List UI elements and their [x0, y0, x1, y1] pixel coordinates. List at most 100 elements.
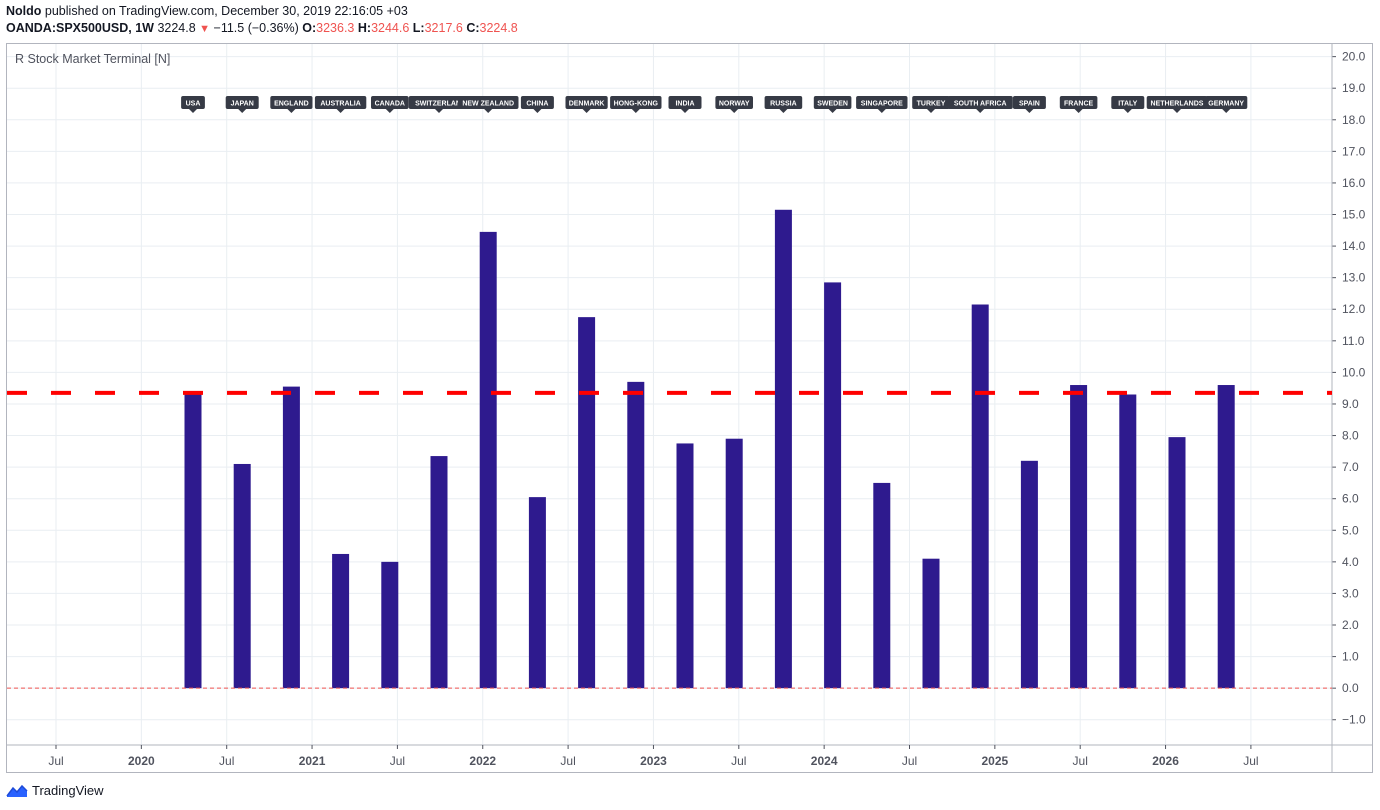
country-label-tag	[668, 96, 702, 109]
label-pointer	[336, 109, 345, 113]
country-label: JAPAN	[231, 101, 254, 108]
y-tick-label: 16.0	[1342, 176, 1366, 190]
bar-turkey[interactable]	[922, 558, 940, 689]
y-tick-label: 2.0	[1342, 618, 1359, 632]
label-pointer	[435, 109, 443, 113]
country-label-tag	[520, 96, 554, 109]
x-tick-label: 2026	[1152, 754, 1179, 768]
last-price: 3224.8	[157, 21, 196, 35]
x-tick-label: Jul	[48, 754, 63, 768]
country-label: AUSTRALIA	[320, 101, 360, 108]
price-change: −11.5 (−0.36%)	[213, 21, 299, 35]
country-label-tag	[565, 96, 608, 109]
x-tick-label: 2020	[128, 754, 155, 768]
x-tick-label: Jul	[731, 754, 746, 768]
y-tick-label: 3.0	[1342, 586, 1359, 600]
label-pointer	[1173, 109, 1181, 113]
label-pointer	[927, 109, 935, 113]
label-pointer	[533, 109, 542, 113]
low-value: 3217.6	[424, 21, 463, 35]
country-label-tag	[1059, 96, 1098, 109]
symbol-label: OANDA:SPX500USD, 1W	[6, 21, 154, 35]
tradingview-footer[interactable]: TradingView	[6, 783, 104, 798]
bar-france[interactable]	[1070, 385, 1088, 689]
country-label: SWEDEN	[817, 101, 848, 108]
bar-india[interactable]	[676, 443, 694, 689]
bar-south-africa[interactable]	[971, 304, 989, 689]
bar-singapore[interactable]	[873, 482, 891, 689]
x-tick-label: Jul	[390, 754, 405, 768]
down-arrow-icon: ▼	[199, 23, 211, 35]
bar-spain[interactable]	[1020, 460, 1038, 689]
label-pointer	[681, 109, 689, 113]
country-label: SWITZERLANI	[415, 101, 463, 108]
bar-usa[interactable]	[184, 391, 202, 689]
bar-hong-kong[interactable]	[627, 381, 645, 689]
x-tick-label: 2024	[811, 754, 838, 768]
close-label: C:	[466, 21, 480, 35]
country-label: SINGAPORE	[861, 101, 903, 108]
country-label-tag	[225, 96, 259, 109]
footer-brand: TradingView	[32, 783, 104, 798]
country-label: CHINA	[526, 101, 548, 108]
country-label-tag	[1205, 96, 1248, 109]
label-pointer	[1025, 109, 1034, 113]
low-label: L:	[412, 21, 425, 35]
y-tick-label: 8.0	[1342, 429, 1359, 443]
country-label-tag	[181, 96, 205, 109]
country-label-tag	[764, 96, 803, 109]
bar-china[interactable]	[528, 497, 546, 689]
x-tick-label: Jul	[219, 754, 234, 768]
y-tick-label: 7.0	[1342, 460, 1359, 474]
bar-sweden[interactable]	[824, 282, 842, 689]
country-label: TURKEY	[917, 101, 946, 108]
country-label-tag	[813, 96, 852, 109]
high-value: 3244.6	[371, 21, 410, 35]
close-value: 3224.8	[479, 21, 518, 35]
country-label: NETHERLANDS	[1151, 101, 1204, 108]
country-label: CANADA	[375, 101, 405, 108]
y-tick-label: 6.0	[1342, 492, 1359, 506]
country-label: NEW ZEALAND	[462, 101, 514, 108]
y-tick-label: 0.0	[1342, 681, 1359, 695]
bar-germany[interactable]	[1217, 385, 1235, 689]
y-tick-label: 20.0	[1342, 50, 1366, 64]
bar-italy[interactable]	[1119, 394, 1137, 689]
label-pointer	[238, 109, 247, 113]
bar-new-zealand[interactable]	[479, 231, 497, 689]
country-label: GERMANY	[1208, 101, 1244, 108]
country-label: INDIA	[675, 101, 694, 108]
label-pointer	[730, 109, 739, 113]
x-tick-label: Jul	[560, 754, 575, 768]
bar-england[interactable]	[282, 386, 300, 689]
x-tick-label: Jul	[1243, 754, 1258, 768]
label-pointer	[631, 109, 640, 113]
country-label-tag	[1111, 96, 1145, 109]
bar-denmark[interactable]	[578, 317, 596, 689]
x-tick-label: 2021	[299, 754, 326, 768]
bar-netherlands[interactable]	[1168, 437, 1186, 689]
y-tick-label: 13.0	[1342, 271, 1366, 285]
bar-australia[interactable]	[332, 553, 350, 689]
publish-info: Noldo published on TradingView.com, Dece…	[6, 4, 408, 18]
y-tick-label: 5.0	[1342, 523, 1359, 537]
country-label: SPAIN	[1019, 101, 1040, 108]
tradingview-logo-icon	[6, 784, 28, 797]
bar-switzerland[interactable]	[430, 456, 448, 689]
bar-japan[interactable]	[233, 463, 251, 689]
y-tick-label: 15.0	[1342, 208, 1366, 222]
label-pointer	[1074, 109, 1083, 113]
country-label-tag	[912, 96, 950, 109]
bar-norway[interactable]	[725, 438, 743, 689]
label-pointer	[828, 109, 837, 113]
label-pointer	[189, 109, 197, 113]
country-label-tag	[610, 96, 662, 109]
bar-russia[interactable]	[774, 209, 792, 689]
bar-canada[interactable]	[381, 561, 399, 689]
country-label: RUSSIA	[770, 101, 796, 108]
author-name[interactable]: Noldo	[6, 4, 42, 18]
country-label-tag	[408, 96, 470, 109]
country-label: FRANCE	[1064, 101, 1093, 108]
label-pointer	[1222, 109, 1231, 113]
